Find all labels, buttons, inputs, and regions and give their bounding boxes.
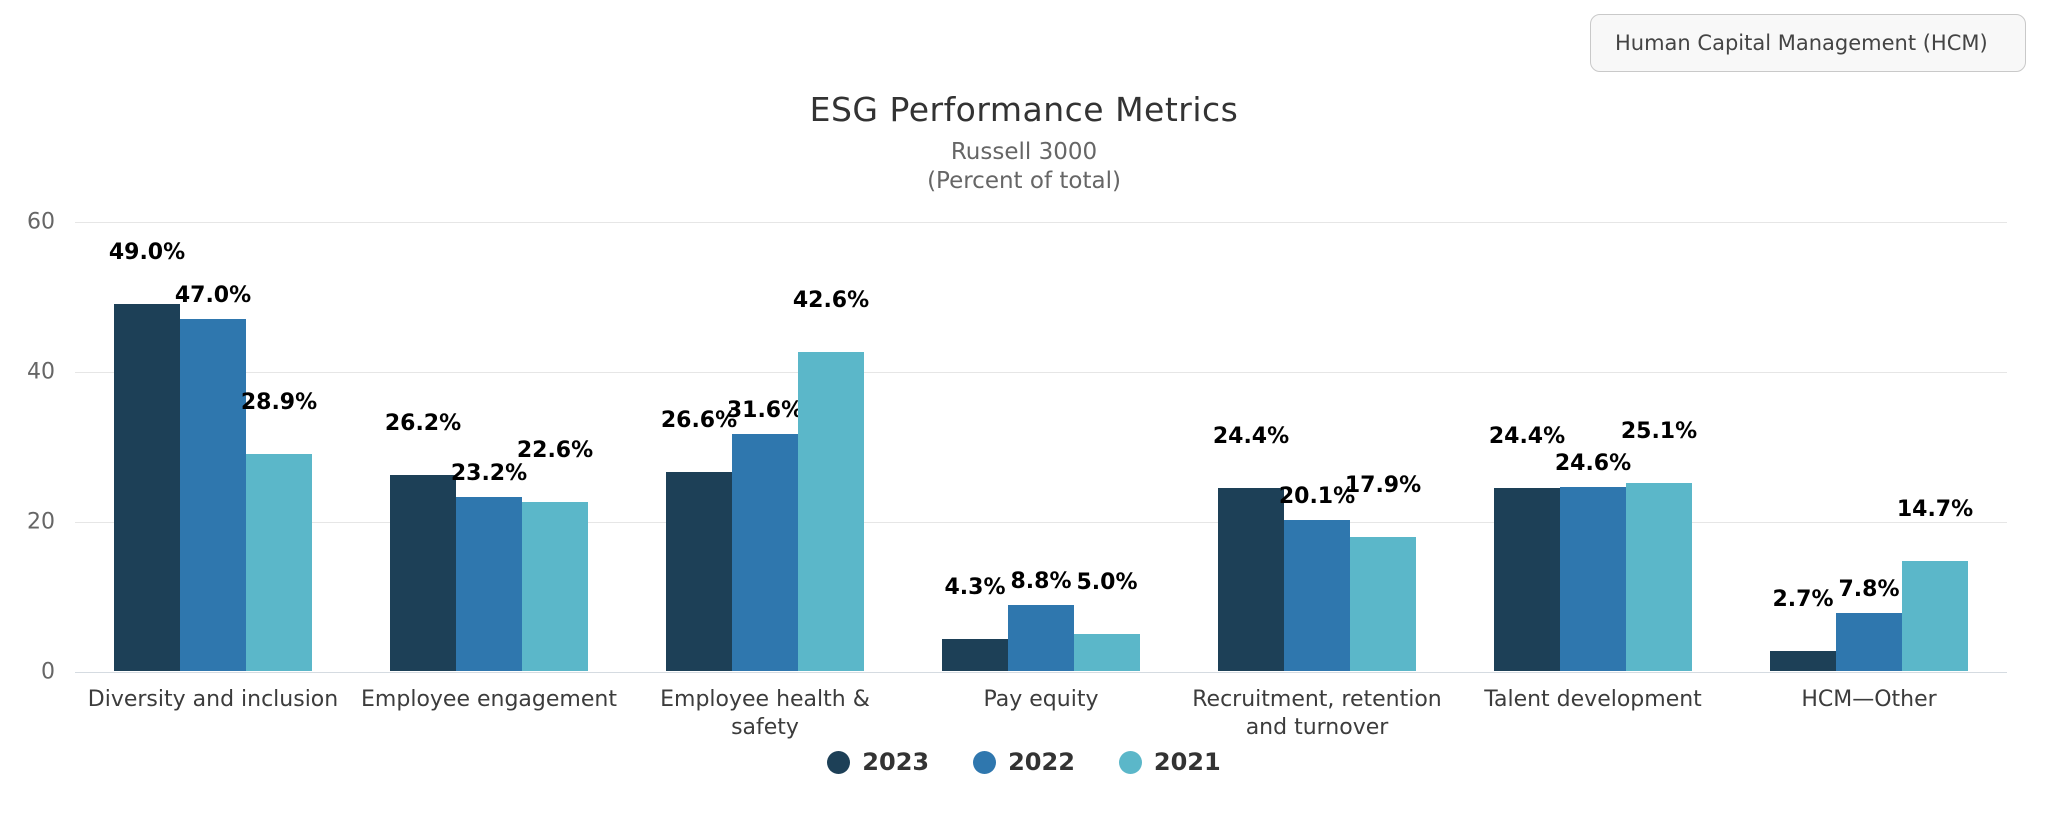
- legend-item-2023[interactable]: 2023: [827, 748, 929, 776]
- y-gridline-60: [75, 222, 2007, 223]
- data-label-2023-cat1: 26.2%: [384, 410, 462, 436]
- legend-label: 2022: [1008, 748, 1075, 776]
- legend-marker-icon: [827, 750, 851, 774]
- legend: 2023 2022 2021: [0, 748, 2048, 776]
- data-label-2021-cat6: 14.7%: [1896, 496, 1974, 522]
- filter-select-label: Human Capital Management (HCM): [1615, 31, 1988, 55]
- bar-2023-cat6[interactable]: [1770, 650, 1836, 671]
- bar-2021-cat4[interactable]: [1350, 536, 1416, 671]
- data-label-2021-cat5: 25.1%: [1620, 418, 1698, 444]
- data-label-2023-cat6: 2.7%: [1772, 586, 1834, 612]
- data-label-2023-cat5: 24.4%: [1488, 424, 1566, 449]
- data-label-2022-cat0: 47.0%: [174, 282, 252, 308]
- bar-2022-cat1[interactable]: [456, 497, 522, 671]
- y-tick-label-60: 60: [27, 209, 55, 235]
- y-gridline-40: [75, 372, 2007, 373]
- y-tick-label-40: 40: [27, 359, 55, 385]
- bar-2021-cat1[interactable]: [522, 501, 588, 671]
- data-label-2023-cat3: 4.3%: [944, 574, 1006, 600]
- data-label-2021-cat3: 5.0%: [1076, 569, 1138, 595]
- data-label-2021-cat1: 22.6%: [516, 437, 594, 463]
- bar-2022-cat2[interactable]: [732, 434, 798, 671]
- data-label-2022-cat5: 24.6%: [1554, 450, 1632, 476]
- bar-2021-cat3[interactable]: [1074, 633, 1140, 671]
- bar-2021-cat6[interactable]: [1902, 560, 1968, 671]
- x-category-label-6: HCM—Other: [1801, 687, 1937, 712]
- legend-label: 2023: [862, 748, 930, 776]
- bar-2023-cat0[interactable]: [114, 303, 180, 671]
- data-label-2022-cat4: 20.1%: [1278, 484, 1356, 510]
- data-label-2022-cat3: 8.8%: [1010, 569, 1072, 594]
- data-label-2022-cat2: 31.6%: [726, 398, 804, 423]
- y-gridline-20: [75, 522, 2007, 523]
- x-category-label-5: Talent development: [1484, 687, 1702, 712]
- bar-2021-cat2[interactable]: [798, 351, 864, 671]
- bar-2023-cat1[interactable]: [390, 474, 456, 671]
- legend-label: 2021: [1153, 748, 1221, 776]
- data-label-2023-cat4: 24.4%: [1212, 424, 1290, 449]
- y-tick-label-0: 0: [41, 659, 55, 685]
- bar-2023-cat3[interactable]: [942, 638, 1008, 671]
- category-filter-select[interactable]: Human Capital Management (HCM): [1590, 14, 2026, 72]
- x-category-label-0: Diversity and inclusion: [87, 687, 339, 712]
- data-label-2022-cat6: 7.8%: [1838, 576, 1900, 602]
- bar-2021-cat0[interactable]: [246, 454, 312, 671]
- legend-marker-icon: [973, 750, 997, 774]
- x-category-label-3: Pay equity: [983, 687, 1099, 712]
- x-category-label-2: Employee health & safety: [660, 687, 870, 740]
- plot-area: 49.0% 47.0% 28.9% 26.2% 23.2% 22.6% 26.6% 31.6%…: [75, 222, 2007, 673]
- chart-subtitle-line2: (Percent of total): [927, 168, 1121, 194]
- x-axis-line: [75, 672, 2007, 673]
- bar-2023-cat4[interactable]: [1218, 488, 1284, 671]
- data-label-2021-cat0: 28.9%: [240, 390, 318, 416]
- data-label-2021-cat2: 42.6%: [792, 287, 870, 313]
- bar-2022-cat3[interactable]: [1008, 605, 1074, 671]
- chart-title: ESG Performance Metrics: [809, 90, 1239, 129]
- y-tick-label-20: 20: [27, 509, 55, 535]
- bar-2022-cat4[interactable]: [1284, 520, 1350, 671]
- data-label-2022-cat1: 23.2%: [450, 461, 528, 486]
- bar-2022-cat6[interactable]: [1836, 612, 1902, 671]
- legend-item-2021[interactable]: 2021: [1118, 748, 1221, 776]
- bar-2021-cat5[interactable]: [1626, 482, 1692, 671]
- chart-subtitle: Russell 3000 (Percent of total): [0, 138, 2048, 196]
- data-label-2021-cat4: 17.9%: [1344, 472, 1422, 498]
- bar-2022-cat5[interactable]: [1560, 486, 1626, 671]
- legend-item-2022[interactable]: 2022: [973, 748, 1075, 776]
- bar-2023-cat2[interactable]: [666, 471, 732, 671]
- data-label-2023-cat2: 26.6%: [660, 407, 738, 433]
- legend-marker-icon: [1118, 750, 1142, 774]
- chart-subtitle-line1: Russell 3000: [950, 139, 1098, 165]
- x-category-label-1: Employee engagement: [361, 687, 617, 712]
- bar-2022-cat0[interactable]: [180, 318, 246, 671]
- bar-2023-cat5[interactable]: [1494, 488, 1560, 671]
- data-label-2023-cat0: 49.0%: [108, 239, 186, 265]
- x-category-label-4: Recruitment, retention and turnover: [1192, 687, 1442, 740]
